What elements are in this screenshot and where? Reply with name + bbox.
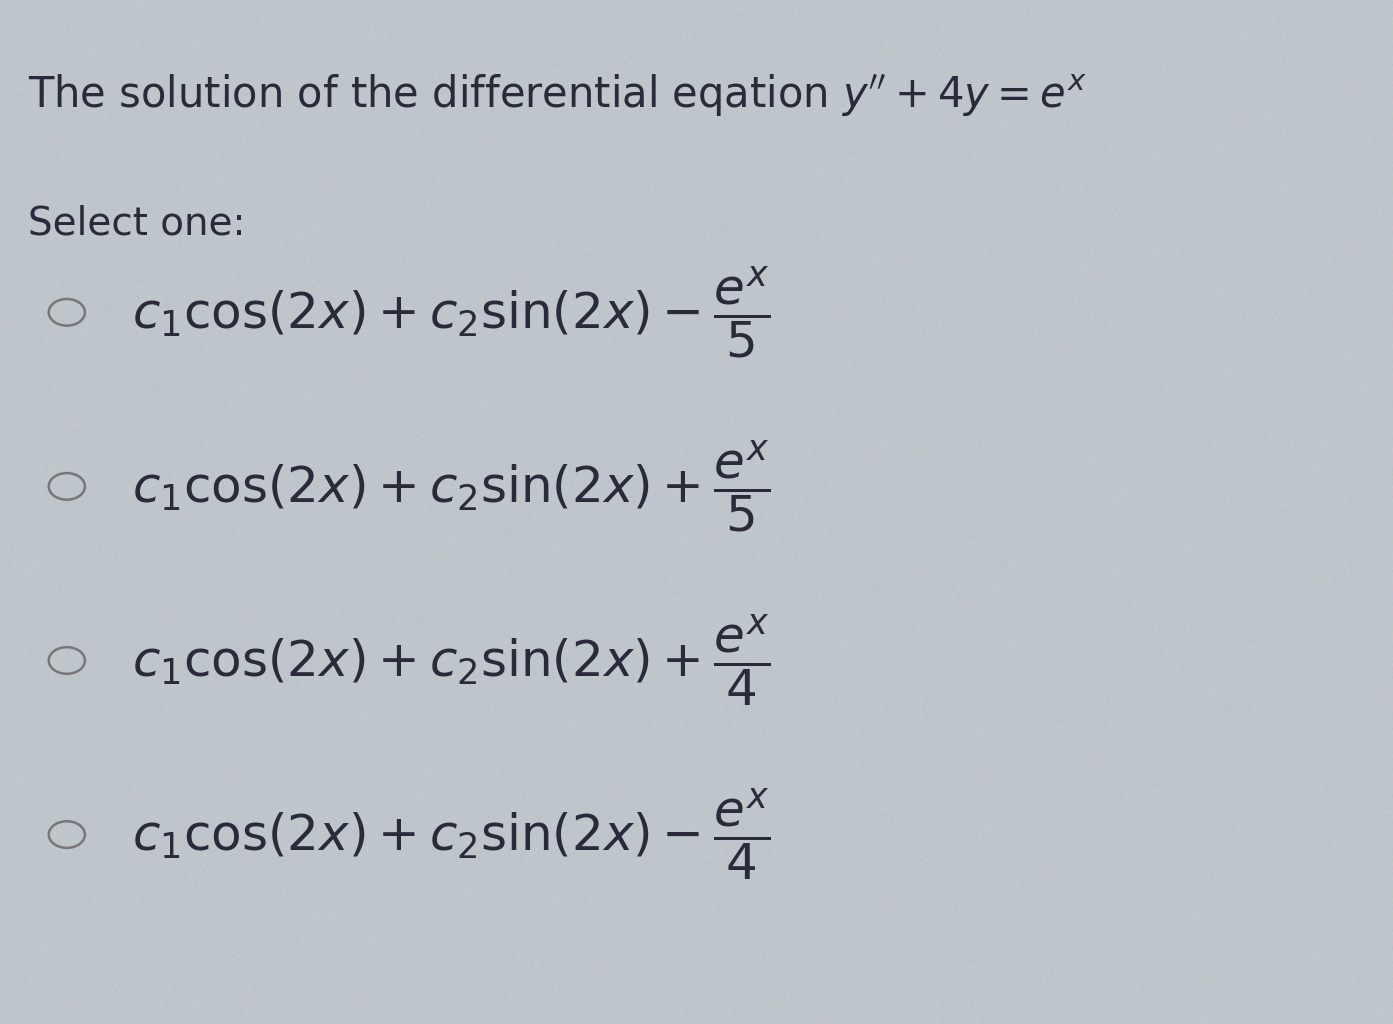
Text: $c_1\cos(2x) + c_2\sin(2x) + \dfrac{e^x}{4}$: $c_1\cos(2x) + c_2\sin(2x) + \dfrac{e^x}… bbox=[132, 612, 770, 709]
Text: $c_1\cos(2x) + c_2\sin(2x) - \dfrac{e^x}{5}$: $c_1\cos(2x) + c_2\sin(2x) - \dfrac{e^x}… bbox=[132, 264, 770, 360]
Text: The solution of the differential eqation $y'' + 4y = e^x$: The solution of the differential eqation… bbox=[28, 72, 1087, 118]
Text: $c_1\cos(2x) + c_2\sin(2x) + \dfrac{e^x}{5}$: $c_1\cos(2x) + c_2\sin(2x) + \dfrac{e^x}… bbox=[132, 438, 770, 535]
Text: $c_1\cos(2x) + c_2\sin(2x) - \dfrac{e^x}{4}$: $c_1\cos(2x) + c_2\sin(2x) - \dfrac{e^x}… bbox=[132, 786, 770, 883]
Text: Select one:: Select one: bbox=[28, 205, 245, 243]
